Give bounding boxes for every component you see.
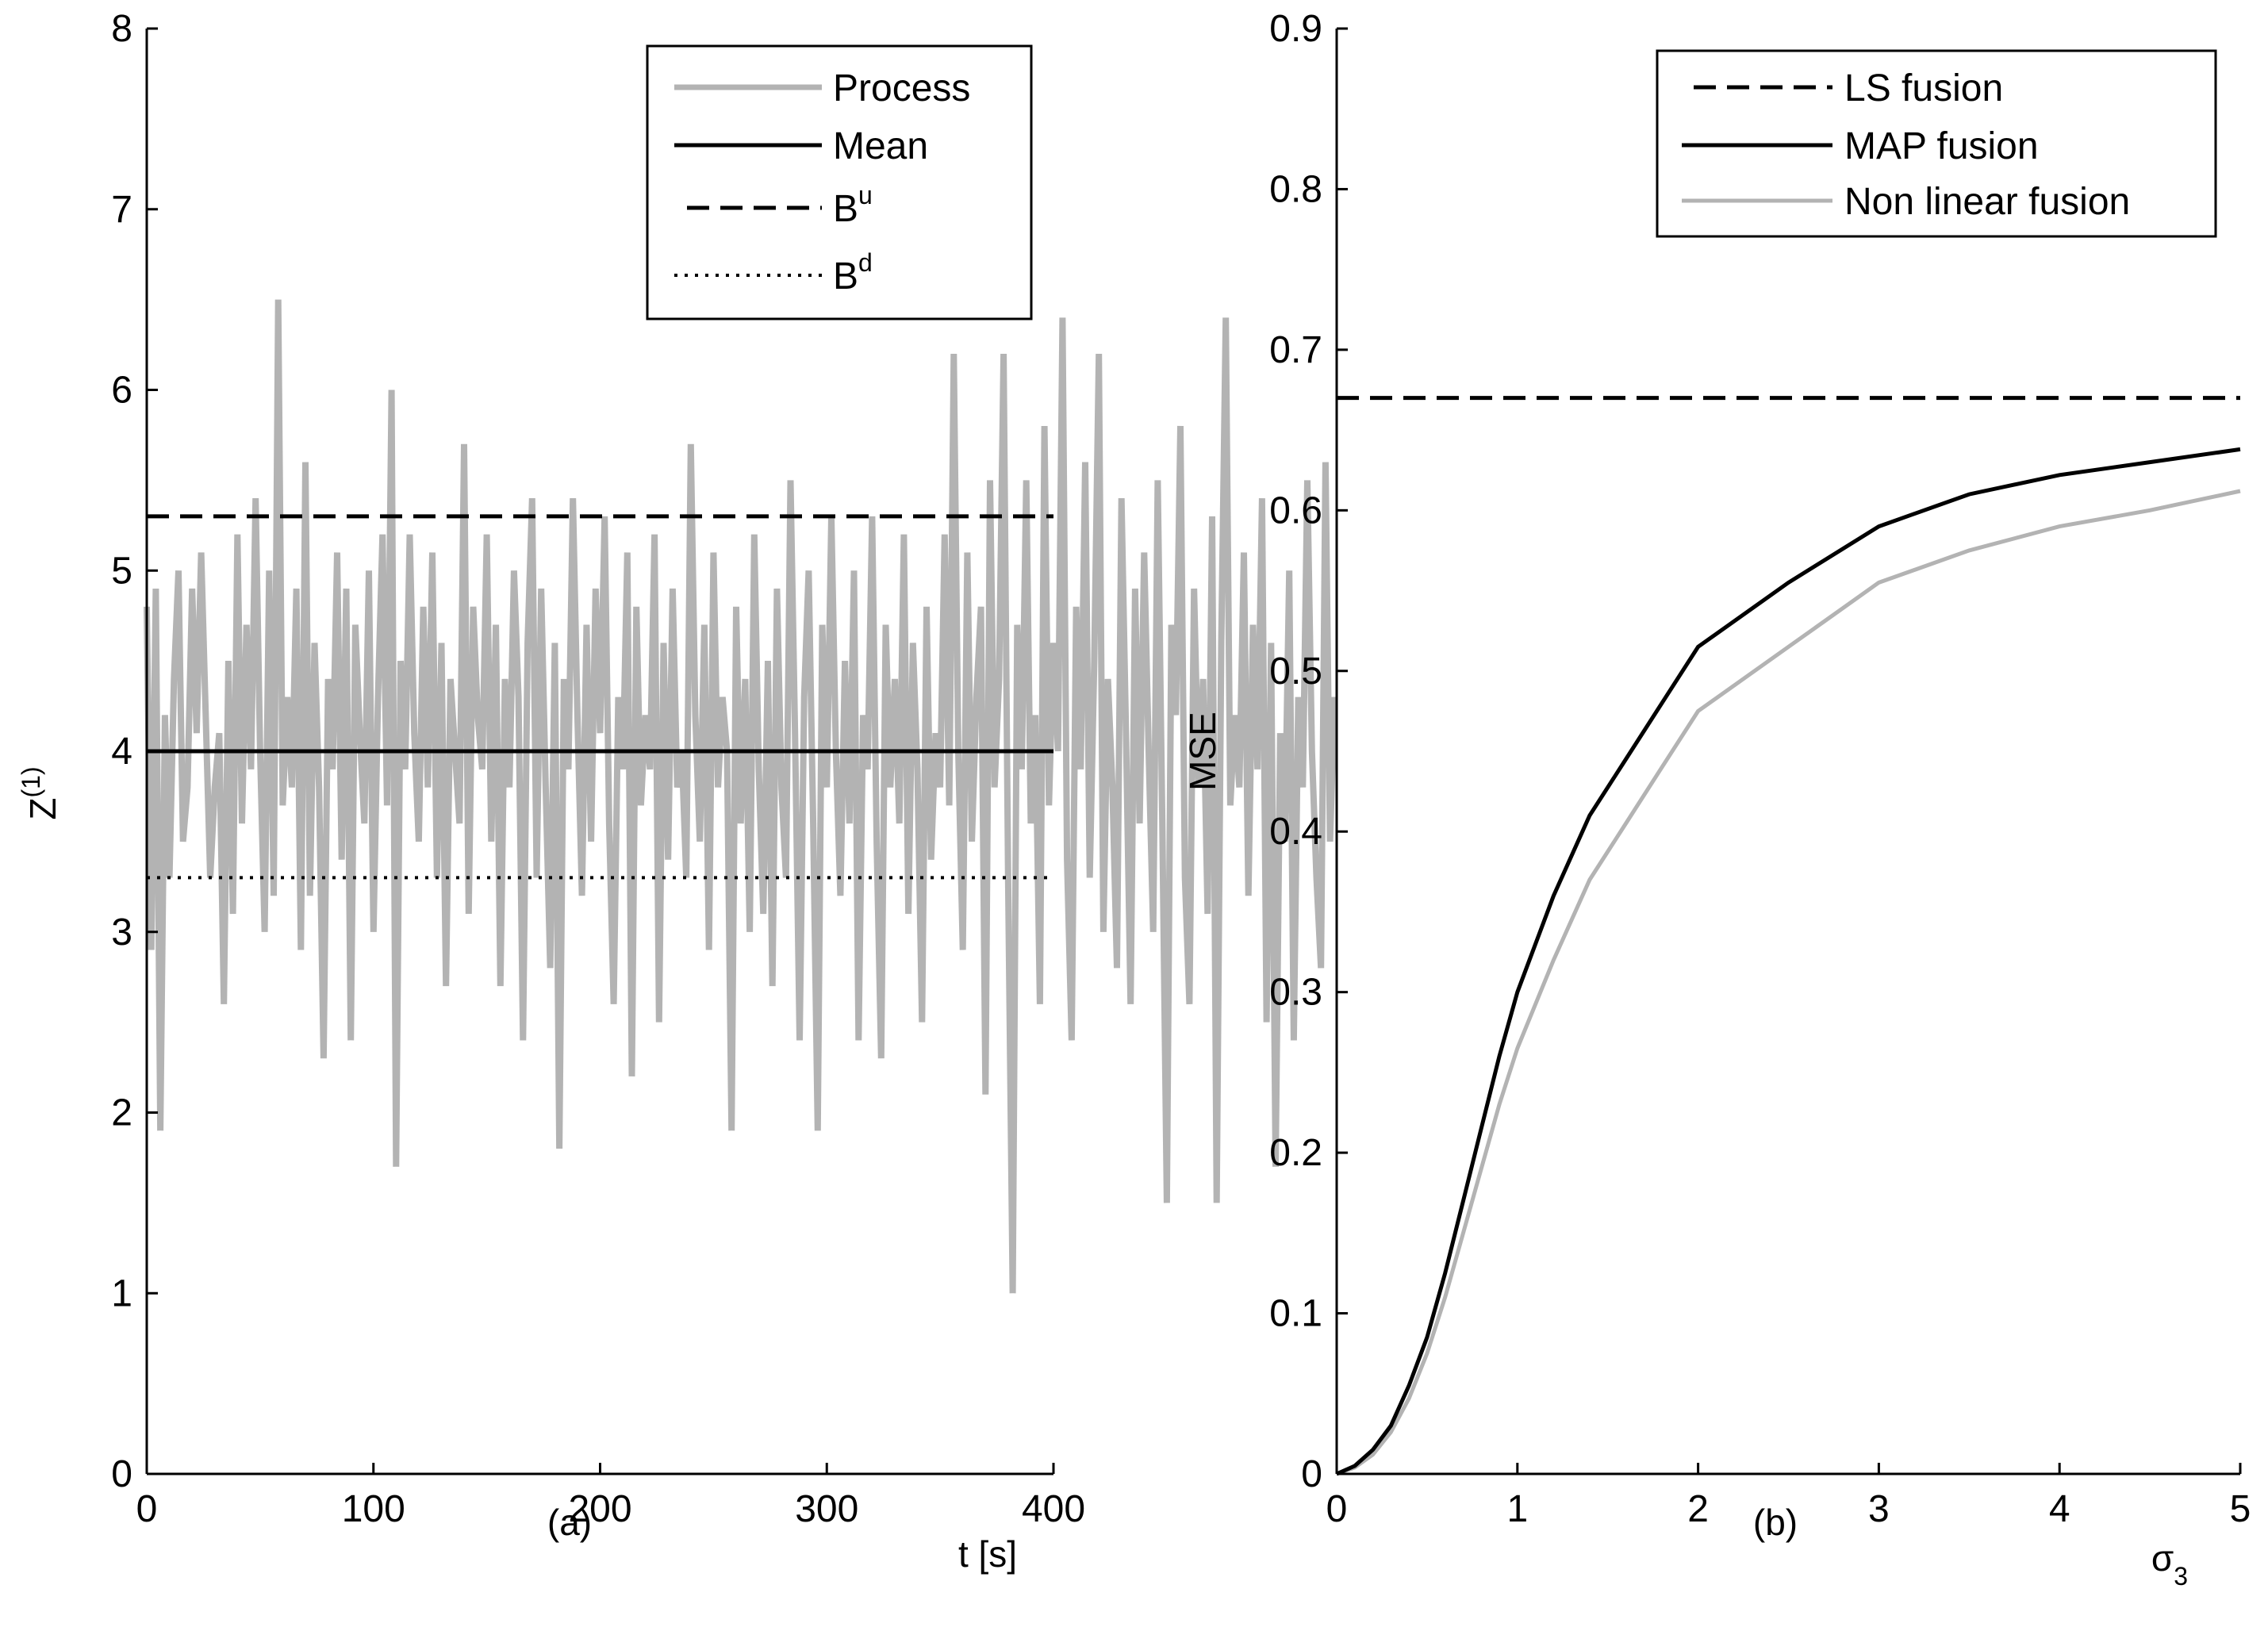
panel-a-label: (a) [547,1502,592,1543]
panel-a-legend-box [646,44,1033,320]
y-tick-label: 5 [111,550,132,592]
panel-a-chart: 0 1 2 3 4 5 6 7 8 0 100 200 300 400 Z(1) (a) t [s] P… [17,8,1410,1575]
x-tick-label: 1 [1506,1488,1528,1530]
y-tick-label: 0.1 [1269,1293,1322,1335]
panel-b-legend: LS fusion MAP fusion Non linear fusion [1656,49,2217,238]
panel-a-x-axis-label: t [s] [958,1533,1017,1575]
x-tick-label: 4 [2049,1488,2070,1530]
y-tick-label: 0.7 [1269,329,1322,371]
y-tick-label: 0.9 [1269,8,1322,50]
y-tick-label: 3 [111,911,132,954]
legend-entry-nonlinear-fusion: Non linear fusion [1844,181,2130,223]
series-map-fusion-line [1335,447,2241,1476]
x-tick-label: 0 [136,1488,158,1530]
legend-entry-process: Process [833,67,970,109]
panel-b-label: (b) [1753,1502,1798,1543]
y-tick-label: 7 [111,189,132,231]
legend-entry-ls-fusion: LS fusion [1844,67,2003,109]
x-tick-label: 2 [1687,1488,1709,1530]
y-tick-label: 8 [111,8,132,50]
legend-entry-bd: Bd [833,248,873,297]
legend-entry-mean: Mean [833,125,928,167]
y-tick-label: 0.6 [1269,489,1322,531]
y-tick-label: 0 [1301,1453,1322,1495]
panel-b-plot-area [1337,29,2240,1474]
y-tick-label: 4 [111,731,132,773]
panel-a-series-layer [144,299,1410,1294]
series-nonlinear-fusion-line [1336,489,2241,1476]
x-tick-label: 300 [795,1488,858,1530]
y-tick-label: 0.3 [1269,972,1322,1014]
panel-a-legend: Process Mean Bu Bd [646,44,1033,320]
y-tick-label: 6 [111,370,132,412]
legend-entry-bu: Bu [833,181,873,230]
panel-b-y-ticks: 0 0.1 0.2 0.3 0.4 0.5 0.6 0.7 0.8 0.9 [1269,8,1348,1495]
y-tick-label: 0.4 [1269,811,1322,853]
y-tick-label: 0.8 [1269,168,1322,210]
y-tick-label: 0.5 [1269,650,1322,693]
x-tick-label: 400 [1022,1488,1085,1530]
x-tick-label: 3 [1868,1488,1890,1530]
x-tick-label: 0 [1326,1488,1348,1530]
panel-b-x-ticks: 0 1 2 3 4 5 [1326,1463,2251,1530]
x-tick-label: 5 [2230,1488,2251,1530]
x-tick-label: 100 [342,1488,405,1530]
x-tick-label: 200 [568,1488,631,1530]
series-process-line [144,299,1410,1294]
legend-entry-map-fusion: MAP fusion [1844,125,2039,167]
panel-a-y-axis-label: Z(1) [17,766,63,819]
panel-a-x-ticks: 0 100 200 300 400 [136,1463,1085,1530]
panel-a-y-ticks: 0 1 2 3 4 5 6 7 8 [111,8,158,1495]
panel-b-series-layer [1335,396,2241,1476]
panel-b-x-axis-label: σ3 [2151,1537,2188,1591]
y-tick-label: 0.2 [1269,1132,1322,1174]
panel-b-y-axis-label: MSE [1182,712,1223,791]
y-tick-label: 1 [111,1272,132,1314]
y-tick-label: 0 [111,1453,132,1495]
y-tick-label: 2 [111,1092,132,1134]
panel-b-axes [1335,29,2240,1475]
